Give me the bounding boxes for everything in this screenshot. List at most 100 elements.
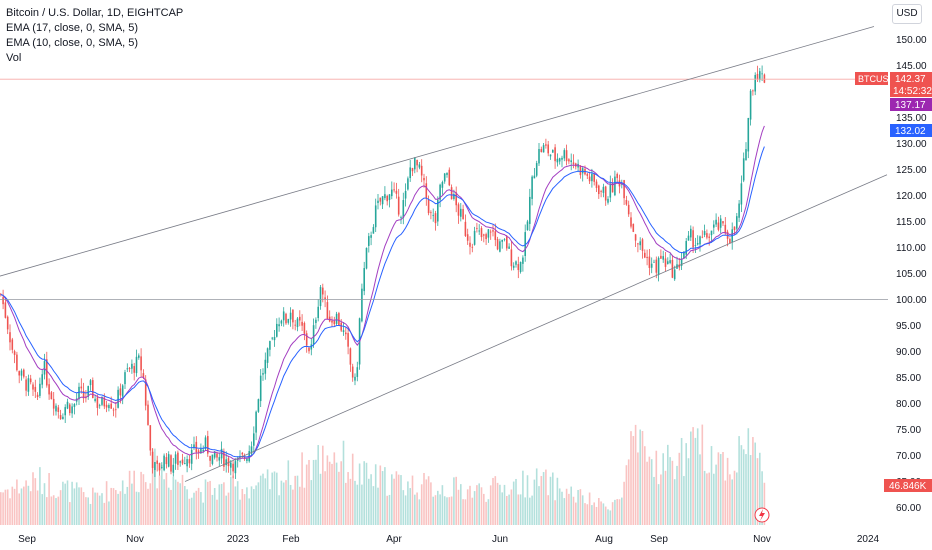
ema10-legend[interactable]: EMA (10, close, 0, SMA, 5) xyxy=(6,37,139,49)
countdown-tag: 14:52:32 xyxy=(893,86,932,97)
candle-body xyxy=(372,227,375,234)
volume-bar xyxy=(745,454,747,525)
volume-bar xyxy=(685,443,687,525)
candle-body xyxy=(591,173,593,182)
lightning-icon[interactable] xyxy=(754,507,770,523)
volume-bar xyxy=(363,461,365,525)
volume-bar xyxy=(623,481,625,525)
candle-body xyxy=(448,169,451,186)
candle-body xyxy=(230,462,232,468)
volume-bar xyxy=(570,486,572,525)
volume-bar xyxy=(358,463,361,525)
volume-bar xyxy=(759,452,761,525)
candle-body xyxy=(285,313,287,324)
volume-bar xyxy=(236,481,239,525)
volume-bar xyxy=(683,476,685,525)
volume-bar xyxy=(57,496,60,525)
candle-body xyxy=(703,231,706,235)
candle-body xyxy=(623,180,625,199)
currency-button[interactable]: USD xyxy=(892,4,922,24)
volume-bar xyxy=(699,454,701,525)
price-tick-label: 115.00 xyxy=(896,217,926,228)
volume-bar xyxy=(469,485,471,525)
volume-bar xyxy=(407,481,409,525)
candle-body xyxy=(4,302,7,318)
candle-body xyxy=(347,333,349,347)
volume-bar xyxy=(430,482,432,525)
candle-body xyxy=(27,378,30,392)
volume-bar xyxy=(637,452,639,525)
candle-body xyxy=(446,172,448,175)
volume-bar xyxy=(154,448,156,525)
candle-body xyxy=(740,183,743,205)
candle-body xyxy=(432,214,434,216)
volume-bar xyxy=(156,488,158,525)
drawing-lines[interactable] xyxy=(0,26,888,482)
candle-body xyxy=(32,384,34,390)
volume-bar xyxy=(692,427,694,525)
candle-body xyxy=(324,297,326,300)
candle-body xyxy=(41,374,43,385)
volume-bar xyxy=(706,473,708,525)
candle-body xyxy=(423,177,425,181)
candle-body xyxy=(255,411,257,433)
candle-body xyxy=(80,386,83,389)
trendline-upper[interactable] xyxy=(0,26,875,277)
candle-body xyxy=(632,223,635,232)
candle-body xyxy=(466,234,469,241)
symbol-tag-bg xyxy=(855,72,888,85)
volume-bar xyxy=(167,487,170,525)
volume-bar xyxy=(75,482,78,525)
volume-bar xyxy=(393,478,395,525)
volume-bar xyxy=(462,499,464,525)
candle-body xyxy=(738,203,740,218)
candle-body xyxy=(634,234,637,241)
volume-bar xyxy=(246,487,248,525)
candle-body xyxy=(103,397,106,407)
candle-body xyxy=(246,458,248,461)
candle-body xyxy=(365,247,368,269)
candle-body xyxy=(729,239,731,243)
volume-bar xyxy=(446,497,448,525)
time-axis[interactable]: Sep Nov 2023 Feb Apr Jun Aug Sep Nov 2024 xyxy=(18,534,879,545)
volume-bar xyxy=(526,475,529,525)
volume-bar xyxy=(305,464,308,525)
volume-bars xyxy=(0,424,766,525)
volume-bar xyxy=(646,461,648,525)
volume-legend[interactable]: Vol xyxy=(6,52,22,64)
candle-body xyxy=(761,73,763,75)
candle-body xyxy=(745,149,747,161)
candle-body xyxy=(154,462,156,471)
candle-body xyxy=(563,150,566,159)
candle-body xyxy=(630,217,632,227)
volume-bar xyxy=(342,440,345,525)
candle-body xyxy=(117,389,119,408)
candle-body xyxy=(400,217,402,218)
candle-body xyxy=(471,246,474,248)
candle-body xyxy=(588,176,591,182)
candle-body xyxy=(503,239,506,241)
candle-body xyxy=(43,361,46,375)
candle-body xyxy=(577,163,579,168)
volume-bar xyxy=(312,459,315,525)
candle-body xyxy=(724,224,727,234)
volume-bar xyxy=(328,461,331,525)
symbol-title[interactable]: Bitcoin / U.S. Dollar, 1D, EIGHTCAP xyxy=(6,7,184,19)
candle-body xyxy=(547,144,549,154)
time-tick-label: Jun xyxy=(492,534,508,545)
trendline-lower[interactable] xyxy=(184,174,888,482)
volume-bar xyxy=(349,478,352,525)
candle-body xyxy=(197,450,200,453)
candle-body xyxy=(87,386,89,397)
volume-bar xyxy=(453,477,455,525)
ema17-legend[interactable]: EMA (17, close, 0, SMA, 5) xyxy=(6,22,139,34)
candle-body xyxy=(322,287,324,295)
volume-bar xyxy=(211,494,214,525)
ema17-tag: 137.17 xyxy=(895,100,926,111)
volume-bar xyxy=(158,475,161,525)
volume-bar xyxy=(181,474,184,525)
volume-bar xyxy=(662,453,664,525)
volume-bar xyxy=(381,471,384,525)
volume-bar xyxy=(124,493,126,525)
